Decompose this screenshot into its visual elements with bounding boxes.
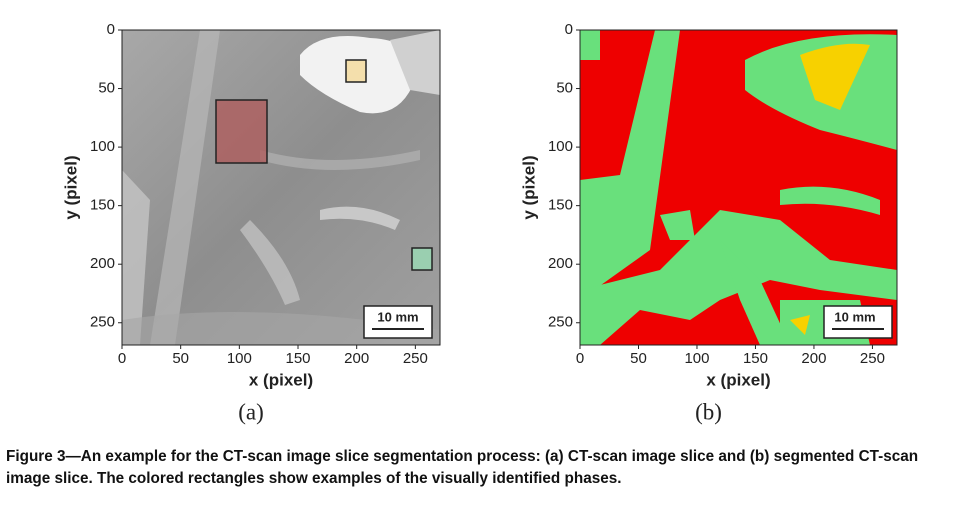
x-tick-label: 0: [576, 350, 584, 367]
y-tick-label: 100: [90, 138, 115, 155]
caption: Figure 3—An example for the CT-scan imag…: [6, 448, 919, 487]
x-tick-label: 200: [801, 350, 826, 367]
scale-bar-label: 10 mm: [834, 309, 875, 324]
x-tick-label: 150: [743, 350, 768, 367]
panel-label: (a): [238, 399, 264, 424]
x-tick-label: 100: [227, 350, 252, 367]
x-tick-label: 0: [118, 350, 126, 367]
y-tick-label: 50: [98, 80, 115, 97]
x-tick-label: 250: [860, 350, 885, 367]
x-axis-label: x (pixel): [249, 370, 313, 389]
x-tick-label: 150: [285, 350, 310, 367]
frame: [579, 29, 898, 346]
y-tick-label: 250: [90, 314, 115, 331]
y-axis-label: y (pixel): [61, 155, 80, 219]
y-tick-label: 150: [548, 197, 573, 214]
y-tick-label: 100: [548, 138, 573, 155]
x-tick-label: 50: [172, 350, 189, 367]
segmented-image: [580, 30, 897, 345]
y-tick-label: 200: [548, 255, 573, 272]
y-tick-label: 50: [556, 80, 573, 97]
frame: [121, 29, 441, 346]
x-tick-label: 250: [403, 350, 428, 367]
y-tick-label: 150: [90, 197, 115, 214]
x-tick-label: 100: [684, 350, 709, 367]
panel-label: (b): [695, 399, 722, 424]
y-axis-label: y (pixel): [519, 155, 538, 219]
x-tick-label: 50: [630, 350, 647, 367]
y-tick-label: 200: [90, 255, 115, 272]
scale-bar-label: 10 mm: [377, 309, 418, 324]
scale-bars: [363, 305, 893, 339]
x-tick-label: 200: [344, 350, 369, 367]
figure: 0 50 100 150 200 250 0 50 100 150 200 250 x (pixel) y…: [61, 21, 898, 424]
y-tick-label: 0: [565, 21, 573, 38]
ct-image: [122, 30, 440, 345]
y-tick-label: 0: [107, 21, 115, 38]
y-tick-label: 250: [548, 314, 573, 331]
x-axis-label: x (pixel): [706, 370, 770, 389]
